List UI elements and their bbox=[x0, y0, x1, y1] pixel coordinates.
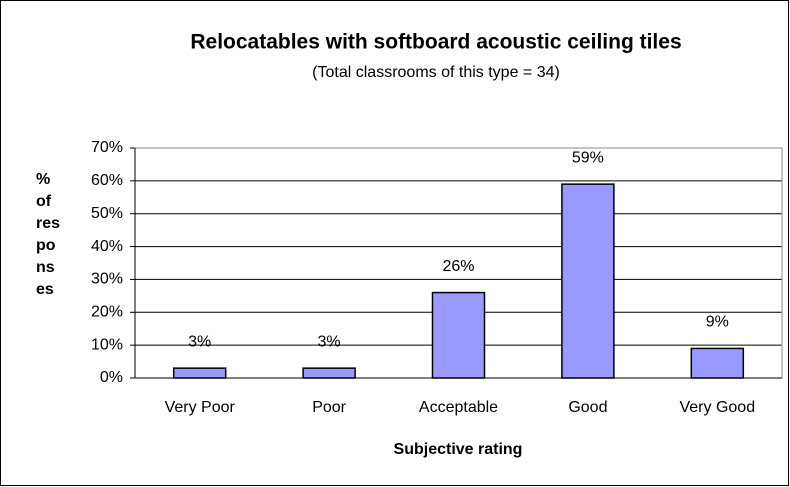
y-tick-label: 70% bbox=[91, 139, 123, 156]
y-tick-label: 30% bbox=[91, 271, 123, 288]
x-tick-label: Poor bbox=[312, 399, 346, 416]
x-tick-label: Acceptable bbox=[419, 399, 498, 416]
y-axis-title: es bbox=[36, 281, 54, 298]
x-axis-title: Subjective rating bbox=[394, 441, 523, 458]
data-label: 3% bbox=[188, 333, 211, 350]
y-axis-title: po bbox=[36, 237, 56, 254]
data-label: 9% bbox=[706, 314, 729, 331]
data-label: 3% bbox=[318, 333, 341, 350]
data-label: 59% bbox=[572, 149, 604, 166]
y-tick-label: 40% bbox=[91, 238, 123, 255]
data-label: 26% bbox=[442, 258, 474, 275]
x-tick-label: Good bbox=[568, 399, 607, 416]
y-axis-title: res bbox=[36, 215, 60, 232]
x-tick-label: Very Poor bbox=[165, 399, 236, 416]
x-tick-label: Very Good bbox=[679, 399, 755, 416]
bar bbox=[172, 367, 227, 379]
y-axis-title: of bbox=[36, 193, 52, 210]
bar bbox=[302, 367, 356, 379]
bar bbox=[690, 347, 745, 379]
y-tick-label: 0% bbox=[100, 369, 123, 386]
bar bbox=[561, 183, 615, 379]
y-axis-title: ns bbox=[36, 259, 55, 276]
y-tick-label: 50% bbox=[91, 205, 123, 222]
y-axis-title: % bbox=[36, 171, 50, 188]
bar bbox=[431, 291, 486, 379]
chart-subtitle: (Total classrooms of this type = 34) bbox=[312, 64, 560, 81]
y-tick-label: 20% bbox=[91, 304, 123, 321]
chart-title: Relocatables with softboard acoustic cei… bbox=[190, 31, 681, 54]
y-tick-label: 10% bbox=[91, 336, 123, 353]
y-tick-label: 60% bbox=[91, 172, 123, 189]
